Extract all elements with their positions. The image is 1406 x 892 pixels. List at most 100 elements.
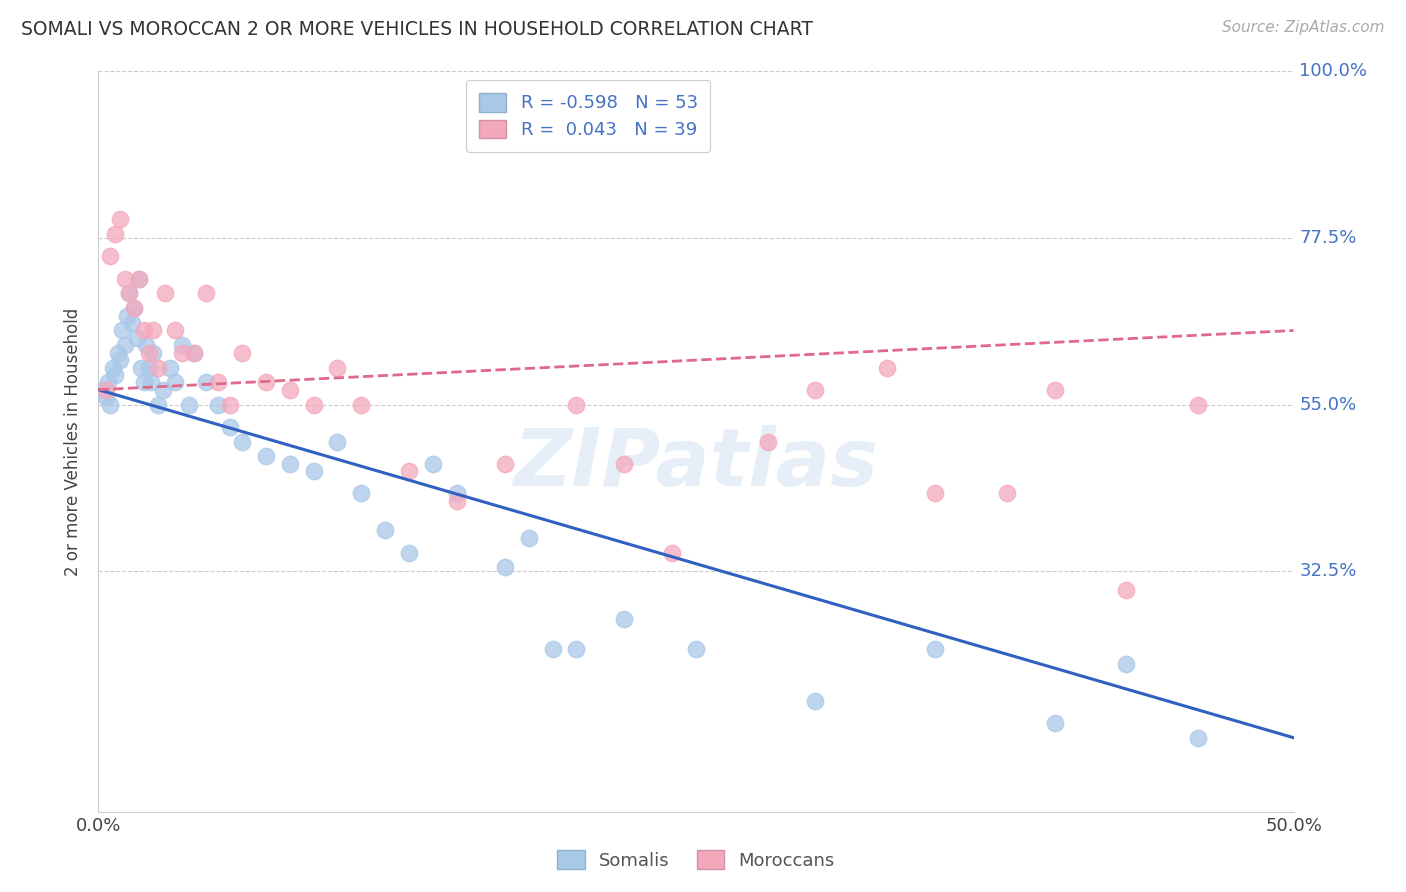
Point: [231, 345, 253, 359]
Point: [1043, 383, 1066, 397]
Text: 77.5%: 77.5%: [1299, 229, 1357, 247]
Text: SOMALI VS MOROCCAN 2 OR MORE VEHICLES IN HOUSEHOLD CORRELATION CHART: SOMALI VS MOROCCAN 2 OR MORE VEHICLES IN…: [21, 20, 813, 38]
Point: [422, 457, 444, 471]
Point: [101, 360, 124, 375]
Point: [104, 368, 127, 382]
Point: [494, 457, 516, 471]
Point: [326, 360, 349, 375]
Point: [159, 360, 181, 375]
Point: [661, 546, 683, 560]
Point: [194, 376, 217, 390]
Point: [446, 493, 468, 508]
Point: [219, 398, 242, 412]
Point: [104, 227, 127, 242]
Point: [278, 457, 301, 471]
Point: [219, 419, 242, 434]
Point: [876, 360, 898, 375]
Point: [131, 360, 153, 375]
Point: [183, 345, 205, 359]
Point: [231, 434, 253, 449]
Point: [179, 398, 201, 412]
Point: [517, 531, 540, 545]
Text: 32.5%: 32.5%: [1299, 562, 1357, 580]
Y-axis label: 2 or more Vehicles in Household: 2 or more Vehicles in Household: [65, 308, 83, 575]
Point: [118, 286, 141, 301]
Point: [91, 383, 114, 397]
Point: [278, 383, 301, 397]
Point: [541, 641, 564, 656]
Point: [613, 612, 636, 626]
Point: [756, 434, 779, 449]
Point: [163, 376, 186, 390]
Point: [124, 301, 146, 316]
Point: [207, 398, 229, 412]
Point: [565, 641, 588, 656]
Point: [107, 345, 129, 359]
Point: [924, 641, 946, 656]
Point: [138, 345, 160, 359]
Point: [302, 464, 325, 478]
Point: [207, 376, 229, 390]
Point: [326, 434, 349, 449]
Point: [565, 398, 588, 412]
Point: [108, 212, 131, 227]
Point: [446, 486, 468, 500]
Point: [108, 353, 131, 368]
Point: [924, 486, 946, 500]
Point: [148, 360, 170, 375]
Point: [302, 398, 325, 412]
Point: [142, 324, 165, 338]
Point: [995, 486, 1018, 500]
Point: [132, 376, 155, 390]
Point: [97, 376, 120, 390]
Point: [155, 286, 177, 301]
Point: [128, 271, 150, 285]
Point: [398, 464, 420, 478]
Text: Source: ZipAtlas.com: Source: ZipAtlas.com: [1222, 20, 1385, 35]
Point: [194, 286, 217, 301]
Point: [142, 345, 165, 359]
Point: [494, 560, 516, 574]
Point: [114, 271, 136, 285]
Point: [124, 301, 146, 316]
Point: [374, 524, 396, 538]
Point: [98, 250, 122, 264]
Point: [152, 383, 174, 397]
Legend: Somalis, Moroccans: Somalis, Moroccans: [550, 843, 842, 877]
Text: 55.0%: 55.0%: [1299, 395, 1357, 414]
Point: [139, 376, 162, 390]
Point: [148, 398, 170, 412]
Point: [94, 383, 117, 397]
Text: 100.0%: 100.0%: [1299, 62, 1368, 80]
Point: [125, 331, 148, 345]
Point: [132, 324, 155, 338]
Point: [115, 309, 138, 323]
Point: [172, 338, 194, 352]
Point: [183, 345, 205, 359]
Point: [804, 694, 827, 708]
Point: [398, 546, 420, 560]
Point: [98, 398, 122, 412]
Point: [1043, 715, 1066, 730]
Point: [1115, 657, 1137, 671]
Point: [114, 338, 136, 352]
Point: [94, 390, 117, 404]
Point: [1187, 731, 1209, 745]
Point: [128, 271, 150, 285]
Point: [163, 324, 186, 338]
Point: [350, 398, 373, 412]
Point: [613, 457, 636, 471]
Point: [118, 286, 141, 301]
Point: [135, 338, 157, 352]
Point: [804, 383, 827, 397]
Point: [254, 376, 277, 390]
Point: [1187, 398, 1209, 412]
Text: ZIPatlas: ZIPatlas: [513, 425, 879, 503]
Point: [254, 450, 277, 464]
Point: [1115, 582, 1137, 597]
Point: [350, 486, 373, 500]
Point: [138, 360, 160, 375]
Point: [111, 324, 134, 338]
Point: [121, 316, 143, 330]
Point: [685, 641, 707, 656]
